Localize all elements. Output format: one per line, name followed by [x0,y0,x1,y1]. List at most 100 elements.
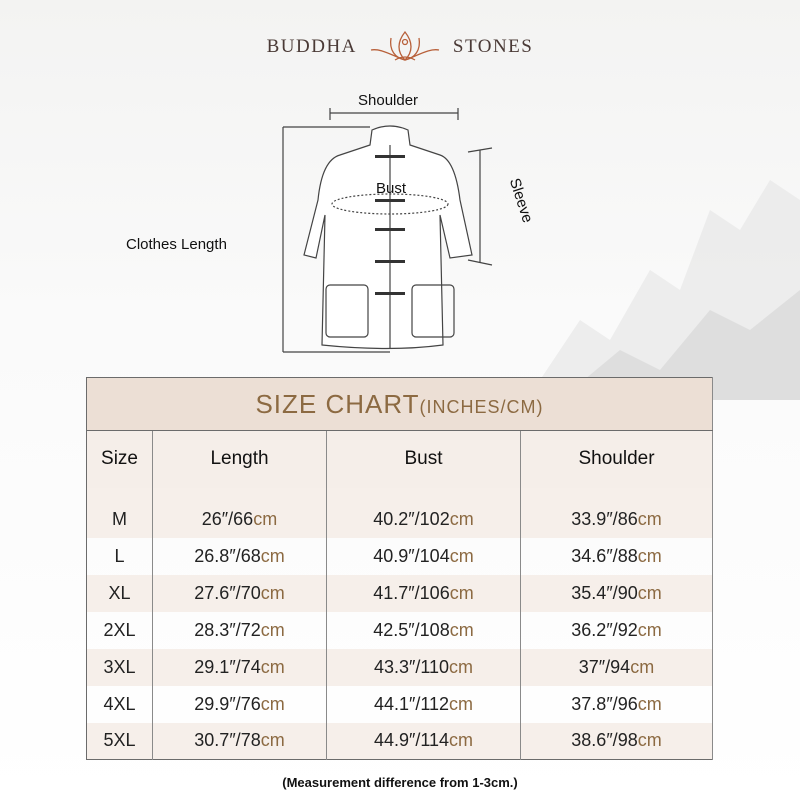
unit-label: cm [637,508,662,529]
size-value: M [112,508,127,529]
bust-value: 40.9″/104 [373,545,450,566]
size-value: 3XL [103,656,136,677]
unit-label: cm [449,582,474,603]
shoulder-value: 34.6″/88 [571,545,638,566]
cell-bust: 41.7″/106cm [326,574,521,612]
size-value: 5XL [103,730,136,751]
cell-bust: 42.5″/108cm [326,611,521,649]
length-value: 27.6″/70 [194,582,261,603]
cell-length: 28.3″/72cm [152,611,327,649]
unit-label: cm [637,693,662,714]
table-row: 4XL 29.9″/76cm 44.1″/112cm 37.8″/96cm [86,685,713,723]
unit-label: cm [253,508,278,529]
table-title: SIZE CHART(INCHES/CM) [86,377,713,431]
cell-length: 26.8″/68cm [152,537,327,575]
cell-shoulder: 37″/94cm [520,648,713,686]
bust-value: 44.1″/112 [373,693,450,714]
header-length: Length [152,430,327,488]
cell-length: 30.7″/78cm [152,722,327,760]
table-row: 3XL 29.1″/74cm 43.3″/110cm 37″/94cm [86,648,713,686]
size-chart-table: SIZE CHART(INCHES/CM) Size Length Bust S… [86,377,713,760]
unit-label: cm [637,730,662,751]
unit-label: cm [637,582,662,603]
shoulder-value: 38.6″/98 [571,730,638,751]
length-value: 26″/66 [201,508,254,529]
cell-size: XL [86,574,153,612]
bust-value: 41.7″/106 [373,582,450,603]
brand-right: STONES [452,36,534,57]
cell-bust: 43.3″/110cm [326,648,521,686]
length-value: 29.9″/76 [194,693,261,714]
cell-shoulder: 34.6″/88cm [520,537,713,575]
table-row: L 26.8″/68cm 40.9″/104cm 34.6″/88cm [86,537,713,575]
cell-size: 3XL [86,648,153,686]
unit-label: cm [449,656,474,677]
cell-bust: 40.9″/104cm [326,537,521,575]
size-value: 4XL [103,693,136,714]
unit-label: cm [630,656,655,677]
cell-bust: 44.1″/112cm [326,685,521,723]
shoulder-value: 36.2″/92 [571,619,638,640]
cell-shoulder: 38.6″/98cm [520,722,713,760]
length-value: 28.3″/72 [194,619,261,640]
cell-size: 5XL [86,722,153,760]
bust-value: 43.3″/110 [373,656,450,677]
unit-label: cm [637,545,662,566]
unit-label: cm [449,508,474,529]
lotus-icon [370,30,440,61]
cell-size: L [86,537,153,575]
cell-bust: 40.2″/102cm [326,487,521,538]
table-row: XL 27.6″/70cm 41.7″/106cm 35.4″/90cm [86,574,713,612]
bust-value: 42.5″/108 [373,619,450,640]
bust-value: 44.9″/114 [373,730,450,751]
length-value: 29.1″/74 [194,656,261,677]
table-row: M 26″/66cm 40.2″/102cm 33.9″/86cm [86,487,713,538]
size-value: 2XL [103,619,136,640]
table-row: 2XL 28.3″/72cm 42.5″/108cm 36.2″/92cm [86,611,713,649]
length-value: 26.8″/68 [194,545,261,566]
unit-label: cm [637,619,662,640]
cell-size: 2XL [86,611,153,649]
shoulder-label: Shoulder [358,92,419,109]
brand-logo: BUDDHA STONES [0,30,800,64]
clothes-length-label: Clothes Length [126,236,227,253]
size-value: XL [108,582,131,603]
bust-label: Bust [376,180,407,197]
length-value: 30.7″/78 [194,730,261,751]
cell-length: 27.6″/70cm [152,574,327,612]
unit-label: cm [260,582,285,603]
sleeve-label: Sleeve [505,176,537,225]
cell-shoulder: 36.2″/92cm [520,611,713,649]
unit-label: cm [260,656,285,677]
header-shoulder: Shoulder [520,430,713,488]
title-units: (INCHES/CM) [419,396,544,417]
cell-shoulder: 33.9″/86cm [520,487,713,538]
table-row: 5XL 30.7″/78cm 44.9″/114cm 38.6″/98cm [86,722,713,760]
unit-label: cm [260,693,285,714]
bust-value: 40.2″/102 [373,508,450,529]
header-size: Size [86,430,153,488]
title-text: SIZE CHART [255,388,420,419]
measurement-note: (Measurement difference from 1-3cm.) [282,775,518,790]
cell-shoulder: 37.8″/96cm [520,685,713,723]
brand-left: BUDDHA [266,36,357,57]
shoulder-value: 35.4″/90 [571,582,638,603]
shoulder-value: 33.9″/86 [571,508,638,529]
unit-label: cm [260,619,285,640]
cell-bust: 44.9″/114cm [326,722,521,760]
unit-label: cm [449,730,474,751]
mountain-background [540,180,800,400]
cell-shoulder: 35.4″/90cm [520,574,713,612]
unit-label: cm [449,693,474,714]
header-bust: Bust [326,430,521,488]
cell-length: 29.1″/74cm [152,648,327,686]
unit-label: cm [260,545,285,566]
cell-size: 4XL [86,685,153,723]
cell-length: 26″/66cm [152,487,327,538]
unit-label: cm [449,545,474,566]
shirt-diagram [282,108,493,353]
cell-size: M [86,487,153,538]
shoulder-value: 37″/94 [578,656,631,677]
unit-label: cm [260,730,285,751]
size-value: L [114,545,125,566]
